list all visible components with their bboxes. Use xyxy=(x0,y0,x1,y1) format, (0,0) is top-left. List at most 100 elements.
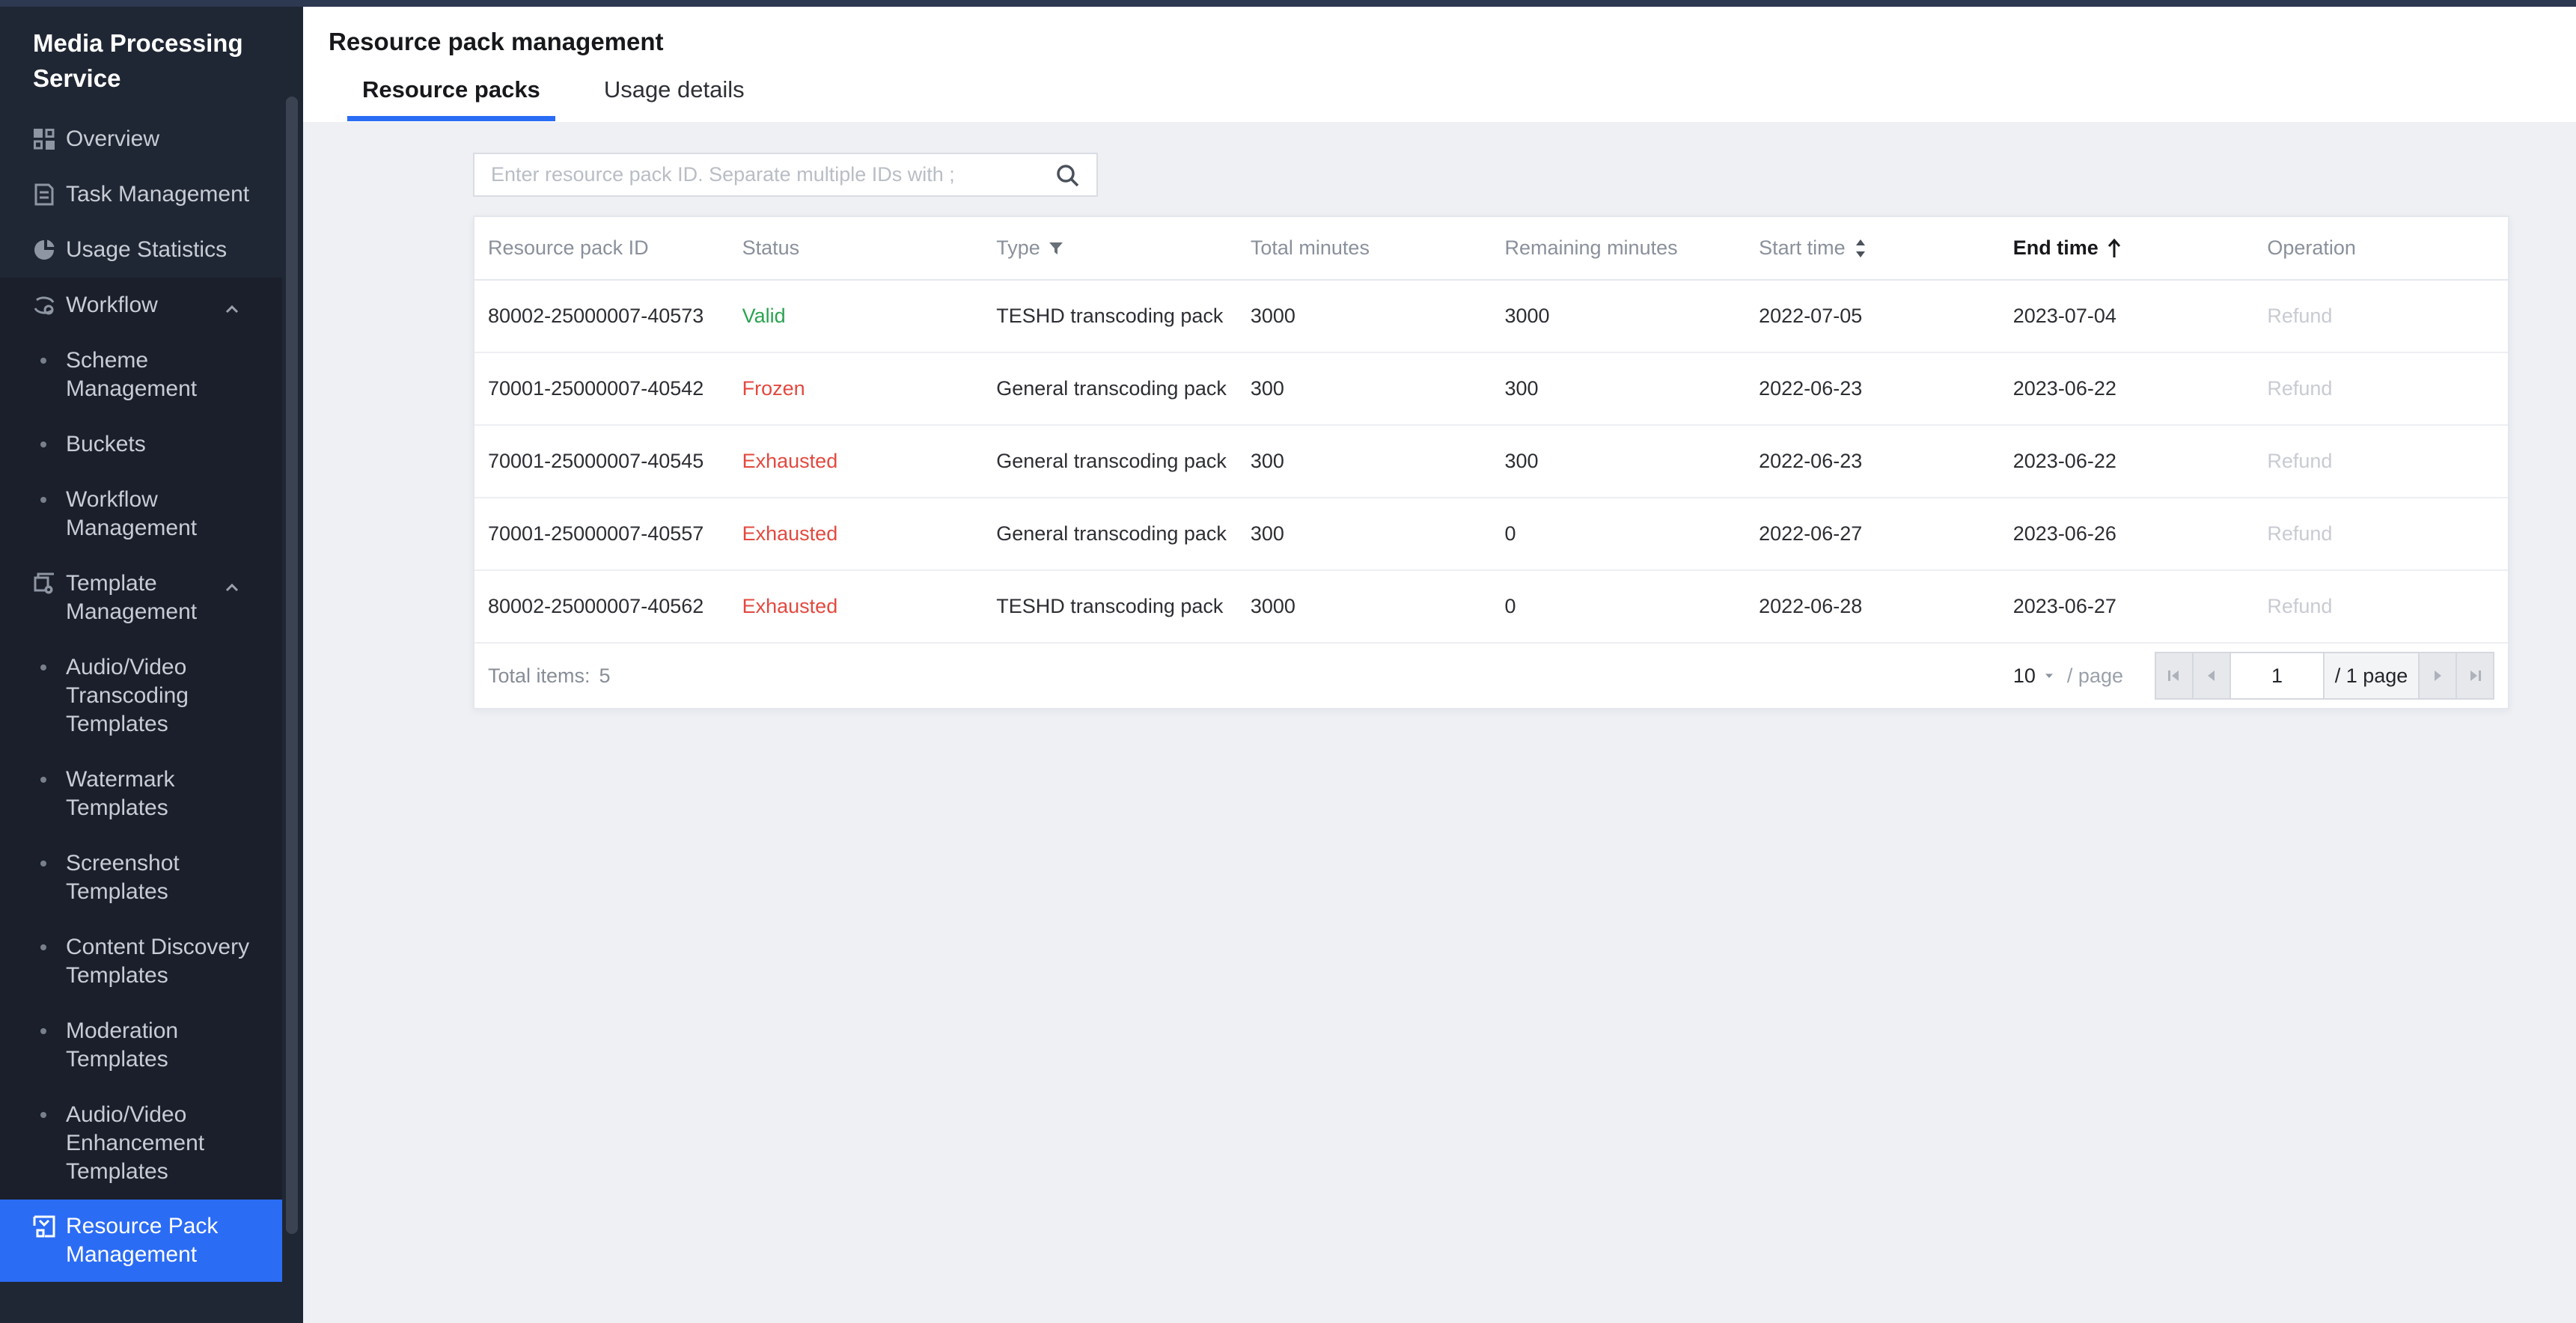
total-items-value: 5 xyxy=(599,664,611,688)
sort-ascending-arrow-icon[interactable] xyxy=(2106,238,2122,259)
sidebar-item-label: Usage Statistics xyxy=(66,236,227,264)
current-page-input[interactable]: 1 xyxy=(2229,652,2325,700)
sidebar-item-task-management[interactable]: Task Management xyxy=(0,167,282,222)
tab-usage-details[interactable]: Usage details xyxy=(589,76,760,121)
sidebar-item-usage-statistics[interactable]: Usage Statistics xyxy=(0,222,282,278)
sidebar-item-workflow[interactable]: Workflow xyxy=(0,278,282,333)
refund-link[interactable]: Refund xyxy=(2267,305,2332,328)
sidebar-item-buckets[interactable]: Buckets xyxy=(0,417,282,472)
cell-start-time: 2022-06-27 xyxy=(1745,498,2000,569)
last-page-button[interactable] xyxy=(2456,652,2494,700)
page-size-value: 10 xyxy=(2013,664,2036,688)
sidebar-item-content-discovery-templates[interactable]: Content Discovery Templates xyxy=(0,920,282,1003)
cell-status: Valid xyxy=(729,281,983,352)
search-icon[interactable] xyxy=(1054,162,1081,189)
chevron-up-icon[interactable] xyxy=(224,297,240,326)
column-header-total-minutes: Total minutes xyxy=(1237,217,1492,279)
sidebar-item-label: Workflow xyxy=(66,291,158,320)
page-header: Resource pack management Resource packs … xyxy=(303,7,2576,122)
sidebar-item-screenshot-templates[interactable]: Screenshot Templates xyxy=(0,836,282,920)
sidebar-item-resource-pack-management[interactable]: Resource Pack Management xyxy=(0,1200,282,1282)
cell-start-time: 2022-06-23 xyxy=(1745,426,2000,497)
search-input[interactable] xyxy=(474,154,1096,195)
cell-resource-pack-id: 70001-25000007-40542 xyxy=(474,353,729,424)
status-badge: Exhausted xyxy=(742,522,838,546)
column-header-end-time: End time xyxy=(2000,217,2254,279)
sidebar-scrollbar[interactable] xyxy=(286,97,298,1234)
refund-link[interactable]: Refund xyxy=(2267,377,2332,400)
page-nav: 1 / 1 page xyxy=(2155,652,2494,700)
sidebar-item-overview[interactable]: Overview xyxy=(0,111,282,167)
sidebar-item-workflow-management[interactable]: Workflow Management xyxy=(0,472,282,556)
previous-page-icon xyxy=(2204,668,2219,683)
cell-total-minutes: 300 xyxy=(1237,426,1492,497)
status-badge: Exhausted xyxy=(742,595,838,618)
pagination: 10 / page 1 / 1 page xyxy=(2013,652,2494,700)
sidebar-item-av-enhancement-templates[interactable]: Audio/Video Enhancement Templates xyxy=(0,1087,282,1200)
cell-type: General transcoding pack xyxy=(983,426,1237,497)
cell-start-time: 2022-06-28 xyxy=(1745,571,2000,642)
sidebar-item-label: Overview xyxy=(66,125,159,153)
sidebar-item-label: Buckets xyxy=(66,430,146,459)
sidebar-item-label: Scheme Management xyxy=(66,346,260,403)
table-row: 80002-25000007-40562 Exhausted TESHD tra… xyxy=(474,571,2508,644)
tab-resource-packs[interactable]: Resource packs xyxy=(347,76,555,121)
page-size-select[interactable]: 10 xyxy=(2013,664,2055,688)
column-header-type: Type xyxy=(983,217,1237,279)
column-header-status: Status xyxy=(729,217,983,279)
cell-resource-pack-id: 80002-25000007-40573 xyxy=(474,281,729,352)
cell-status: Frozen xyxy=(729,353,983,424)
sidebar: Media Processing Service Overview Task M… xyxy=(0,7,303,1323)
cell-type: General transcoding pack xyxy=(983,498,1237,569)
sidebar-item-label: Resource Pack Management xyxy=(66,1212,260,1269)
sidebar-item-scheme-management[interactable]: Scheme Management xyxy=(0,333,282,417)
sidebar-item-label: Content Discovery Templates xyxy=(66,933,260,990)
cell-end-time: 2023-06-26 xyxy=(2000,498,2254,569)
table-header-row: Resource pack ID Status Type Total minut… xyxy=(474,217,2508,281)
cell-end-time: 2023-07-04 xyxy=(2000,281,2254,352)
page-count-label: / 1 page xyxy=(2323,652,2420,700)
document-icon xyxy=(33,180,57,209)
total-items-label: Total items: xyxy=(488,664,590,688)
cell-end-time: 2023-06-22 xyxy=(2000,426,2254,497)
previous-page-button[interactable] xyxy=(2192,652,2231,700)
grid-icon xyxy=(33,125,57,153)
status-badge: Valid xyxy=(742,305,786,328)
refund-link[interactable]: Refund xyxy=(2267,595,2332,618)
column-header-operation: Operation xyxy=(2253,217,2508,279)
cell-resource-pack-id: 80002-25000007-40562 xyxy=(474,571,729,642)
cell-total-minutes: 300 xyxy=(1237,498,1492,569)
tab-bar: Resource packs Usage details xyxy=(347,76,2576,121)
sidebar-item-label: Moderation Templates xyxy=(66,1017,260,1074)
cell-total-minutes: 3000 xyxy=(1237,571,1492,642)
sidebar-item-template-management[interactable]: Template Management xyxy=(0,556,282,640)
sidebar-item-watermark-templates[interactable]: Watermark Templates xyxy=(0,752,282,836)
cell-type: TESHD transcoding pack xyxy=(983,281,1237,352)
sidebar-item-av-transcoding-templates[interactable]: Audio/Video Transcoding Templates xyxy=(0,640,282,752)
main-area: Resource pack management Resource packs … xyxy=(303,7,2576,1323)
search-box xyxy=(473,153,1098,197)
last-page-icon xyxy=(2467,668,2483,683)
page-title: Resource pack management xyxy=(329,7,2576,56)
next-page-button[interactable] xyxy=(2418,652,2457,700)
first-page-icon xyxy=(2166,668,2182,683)
cell-remaining-minutes: 300 xyxy=(1492,353,1746,424)
sidebar-group: Workflow Scheme Management Buckets Workf… xyxy=(0,278,282,1200)
status-badge: Frozen xyxy=(742,377,805,400)
total-items: Total items: 5 xyxy=(488,664,611,688)
sort-updown-icon[interactable] xyxy=(1853,239,1868,258)
cell-status: Exhausted xyxy=(729,426,983,497)
chevron-up-icon[interactable] xyxy=(224,575,240,604)
table-footer: Total items: 5 10 / page xyxy=(474,644,2508,708)
cell-type: TESHD transcoding pack xyxy=(983,571,1237,642)
top-window-strip xyxy=(0,0,2576,7)
column-header-remaining-minutes: Remaining minutes xyxy=(1492,217,1746,279)
cell-start-time: 2022-06-23 xyxy=(1745,353,2000,424)
first-page-button[interactable] xyxy=(2155,652,2194,700)
refund-link[interactable]: Refund xyxy=(2267,450,2332,473)
sidebar-item-moderation-templates[interactable]: Moderation Templates xyxy=(0,1003,282,1087)
filter-funnel-icon[interactable] xyxy=(1048,240,1064,257)
refund-link[interactable]: Refund xyxy=(2267,522,2332,546)
resource-pack-table: Resource pack ID Status Type Total minut… xyxy=(473,216,2509,709)
cell-start-time: 2022-07-05 xyxy=(1745,281,2000,352)
